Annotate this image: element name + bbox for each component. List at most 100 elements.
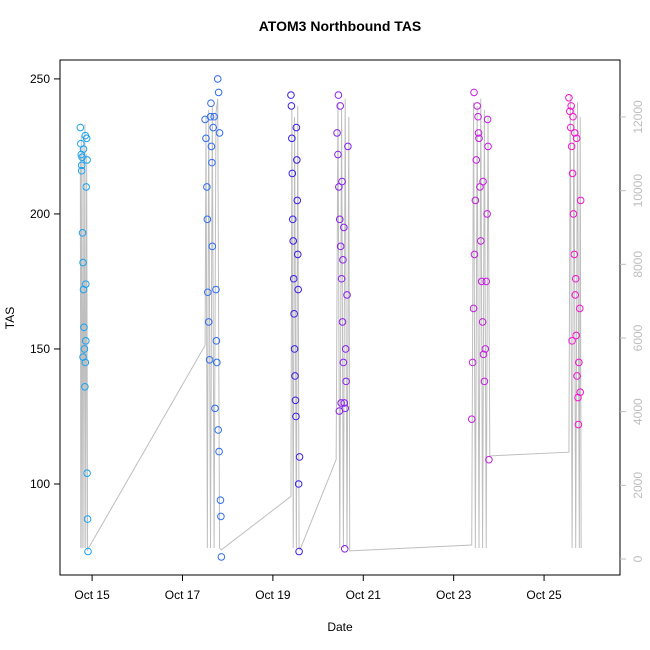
point: [571, 291, 580, 299]
point: [337, 399, 345, 407]
point: [212, 337, 221, 345]
point: [475, 134, 483, 143]
point: [81, 382, 89, 391]
altitude-line: [79, 94, 582, 552]
point: [295, 547, 303, 556]
point: [340, 545, 349, 553]
point: [77, 161, 86, 170]
chart-title: ATOM3 Northbound TAS: [259, 18, 422, 34]
point: [209, 123, 218, 132]
point: [340, 399, 349, 407]
point: [468, 358, 477, 367]
point: [568, 169, 577, 178]
point: [217, 512, 225, 521]
point: [81, 337, 90, 345]
point: [289, 237, 298, 245]
point: [567, 142, 576, 151]
y-tick-label: 100: [30, 477, 50, 491]
point: [485, 455, 493, 464]
point: [292, 412, 300, 421]
point: [213, 358, 221, 367]
point: [338, 318, 347, 326]
point: [288, 134, 296, 143]
y-tick-label: 150: [30, 342, 50, 356]
point: [569, 112, 577, 121]
x-tick-label: Oct 23: [436, 588, 472, 602]
point: [479, 177, 487, 186]
x-tick-label: Oct 19: [255, 588, 291, 602]
point: [572, 134, 581, 143]
point: [473, 102, 481, 110]
point: [210, 112, 218, 121]
point: [204, 318, 213, 326]
point: [474, 129, 483, 137]
point: [202, 134, 210, 143]
point: [343, 291, 351, 299]
point: [294, 285, 302, 294]
point: [206, 112, 215, 121]
x-axis-label: Date: [327, 620, 353, 634]
x-tick-label: Oct 25: [526, 588, 562, 602]
point: [294, 480, 303, 488]
point: [293, 250, 302, 259]
point: [337, 274, 346, 283]
point: [338, 177, 346, 186]
point: [571, 129, 579, 137]
point: [290, 310, 298, 318]
point: [203, 183, 211, 191]
point: [292, 123, 301, 132]
x-tick-label: Oct 21: [346, 588, 382, 602]
x-tick-label: Oct 17: [165, 588, 201, 602]
y2-tick-label: 8000: [631, 251, 645, 278]
point: [572, 331, 580, 340]
point: [291, 372, 299, 380]
point: [208, 158, 216, 167]
point: [472, 156, 481, 164]
point: [203, 288, 212, 297]
point: [83, 515, 92, 523]
y2-tick-label: 12000: [631, 100, 645, 134]
point: [476, 237, 485, 245]
point: [289, 274, 298, 283]
point: [576, 388, 585, 396]
point: [478, 318, 487, 326]
point: [214, 88, 223, 97]
y2-tick-label: 2000: [631, 472, 645, 499]
plot-frame: [59, 59, 621, 576]
point: [295, 453, 304, 461]
point: [213, 75, 222, 83]
point: [290, 345, 299, 353]
point: [205, 355, 214, 364]
point: [340, 223, 348, 232]
point: [568, 337, 576, 345]
point: [342, 377, 350, 386]
point: [76, 123, 85, 132]
point: [83, 469, 91, 477]
point: [567, 102, 575, 110]
point: [216, 496, 225, 504]
point: [483, 115, 492, 124]
point: [570, 250, 579, 259]
point: [288, 169, 297, 178]
point: [84, 547, 92, 556]
point: [335, 215, 344, 224]
point: [82, 183, 91, 191]
point: [79, 353, 87, 361]
point: [81, 131, 90, 140]
point: [339, 256, 347, 264]
x-tick-label: Oct 15: [74, 588, 110, 602]
point: [79, 145, 88, 153]
point: [484, 142, 492, 151]
point: [217, 553, 226, 561]
point: [575, 304, 584, 313]
point: [336, 242, 345, 251]
point: [569, 210, 578, 218]
y2-tick-label: 0: [631, 555, 645, 562]
point: [83, 156, 91, 164]
point: [212, 285, 220, 294]
point: [207, 99, 215, 108]
point: [470, 88, 478, 97]
point: [215, 447, 223, 456]
point: [336, 102, 345, 110]
